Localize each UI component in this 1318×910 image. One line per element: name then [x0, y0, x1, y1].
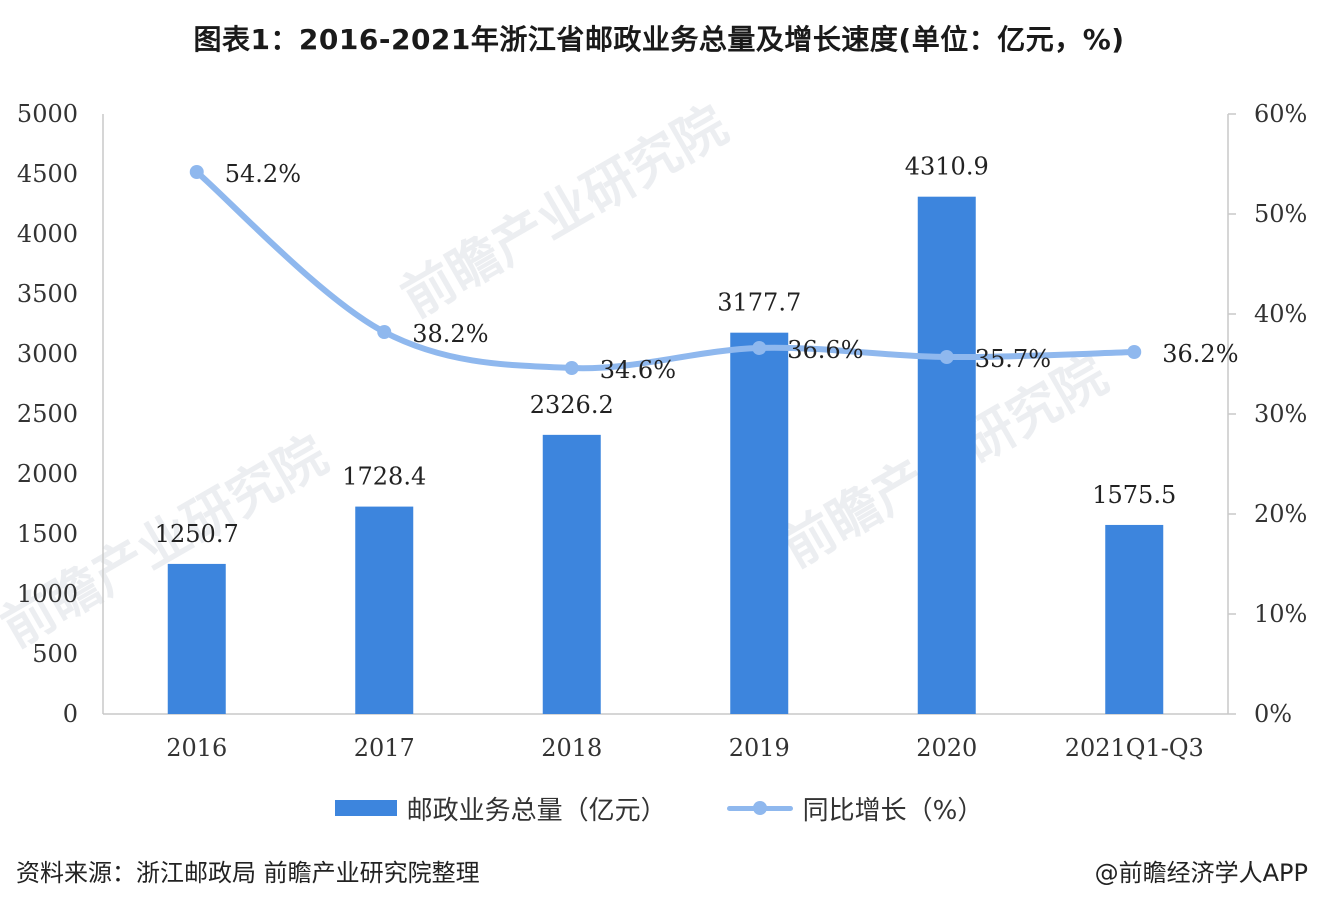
- y-left-tick-label: 4500: [17, 160, 78, 188]
- growth-value-label: 36.2%: [1162, 340, 1238, 368]
- growth-value-label: 36.6%: [787, 336, 863, 364]
- y-right-tick-label: 30%: [1254, 400, 1307, 428]
- x-tick-label: 2019: [729, 734, 790, 762]
- source-note: 资料来源：浙江邮政局 前瞻产业研究院整理: [16, 859, 480, 887]
- growth-point: [752, 341, 767, 355]
- x-tick-label: 2016: [166, 734, 227, 762]
- x-tick-label: 2018: [541, 734, 602, 762]
- y-left-tick-label: 1000: [17, 580, 78, 608]
- y-left-tick-label: 5000: [17, 100, 78, 128]
- y-right-tick-label: 50%: [1254, 200, 1307, 228]
- y-left-tick-label: 2500: [17, 400, 78, 428]
- legend-item-bar: 邮政业务总量（亿元）: [334, 790, 667, 827]
- growth-point: [564, 361, 579, 375]
- legend-bar-label: 邮政业务总量（亿元）: [406, 795, 667, 826]
- bar: [1105, 524, 1164, 714]
- legend-line-swatch: [726, 801, 793, 815]
- y-right-tick-label: 20%: [1254, 500, 1307, 528]
- y-left-tick-label: 4000: [17, 220, 78, 248]
- x-tick-label: 2020: [916, 734, 977, 762]
- y-right-tick-label: 10%: [1254, 600, 1307, 628]
- chart-title: 图表1：2016-2021年浙江省邮政业务总量及增长速度(单位：亿元，%): [193, 23, 1125, 56]
- chart-legend: 邮政业务总量（亿元） 同比增长（%）: [0, 788, 1318, 828]
- bar: [355, 506, 414, 714]
- y-right-tick-label: 0%: [1254, 700, 1292, 728]
- growth-point: [189, 165, 204, 179]
- y-left-tick-label: 500: [32, 640, 78, 668]
- growth-value-label: 34.6%: [600, 356, 676, 384]
- growth-point: [1127, 345, 1142, 359]
- y-left-tick-label: 2000: [17, 460, 78, 488]
- growth-value-label: 54.2%: [225, 160, 301, 188]
- bar-value-label: 2326.2: [530, 391, 614, 419]
- y-left-tick-label: 1500: [17, 520, 78, 548]
- bar: [542, 434, 601, 714]
- x-tick-label: 2017: [354, 734, 415, 762]
- growth-value-label: 35.7%: [975, 345, 1051, 373]
- bar: [730, 332, 789, 714]
- bar: [167, 563, 226, 714]
- credit-note: @前瞻经济学人APP: [1094, 859, 1308, 887]
- growth-value-label: 38.2%: [412, 320, 488, 348]
- bar: [917, 196, 976, 714]
- bar-value-label: 3177.7: [717, 289, 801, 317]
- bar-value-label: 1250.7: [155, 520, 239, 548]
- legend-bar-swatch: [334, 800, 397, 816]
- growth-point: [939, 350, 954, 364]
- legend-item-line: 同比增长（%）: [726, 790, 984, 827]
- y-right-tick-label: 40%: [1254, 300, 1307, 328]
- growth-line: [193, 169, 1138, 372]
- legend-line-label: 同比增长（%）: [802, 795, 984, 826]
- x-tick-label: 2021Q1-Q3: [1065, 734, 1204, 762]
- bar-value-label: 1575.5: [1092, 481, 1176, 509]
- y-left-tick-label: 3500: [17, 280, 78, 308]
- bar-value-label: 1728.4: [342, 463, 426, 491]
- y-left-tick-label: 3000: [17, 340, 78, 368]
- y-left-tick-label: 0: [63, 700, 78, 728]
- growth-point: [377, 325, 392, 339]
- y-right-tick-label: 60%: [1254, 100, 1307, 128]
- bar-value-label: 4310.9: [905, 153, 989, 181]
